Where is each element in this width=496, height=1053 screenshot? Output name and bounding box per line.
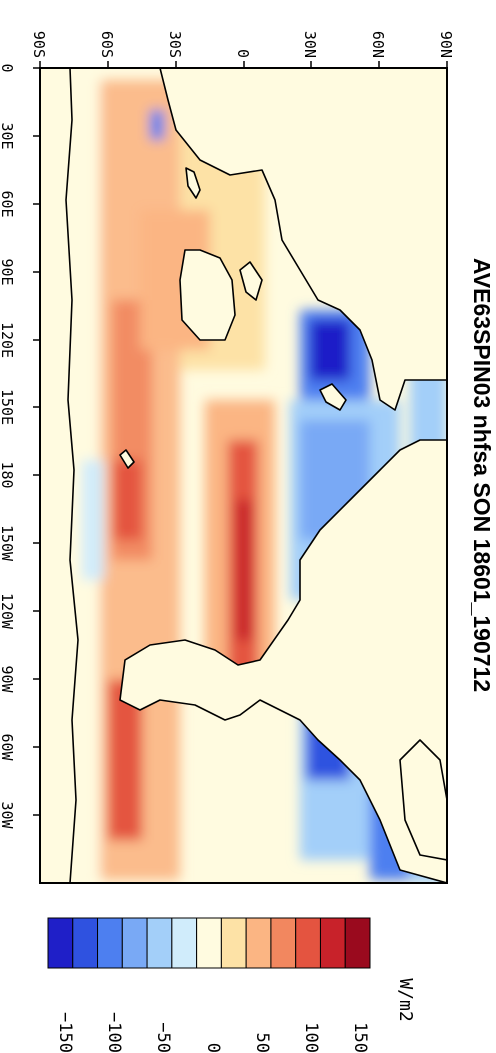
land <box>40 68 447 883</box>
lon-label: 180 <box>0 461 16 488</box>
japan <box>319 383 347 411</box>
colorbar-swatch <box>270 917 297 969</box>
colorbar-label: 100 <box>301 1022 321 1053</box>
africa-eurasia <box>159 68 447 411</box>
colorbar <box>47 917 371 969</box>
colorbar-swatch <box>121 917 148 969</box>
colorbar-label: −150 <box>55 1012 75 1053</box>
colorbar-swatch <box>97 917 123 969</box>
lon-label: 30E <box>0 122 16 149</box>
colorbar-label: −100 <box>104 1012 124 1053</box>
lon-label: 60E <box>0 190 16 217</box>
lat-label: 0 <box>234 49 252 58</box>
cool-south-africa-eddy <box>150 110 164 140</box>
colorbar-swatch <box>72 917 99 969</box>
longitude-labels: 0 30E 60E 90E 120E 150E 180 150W 120W 90… <box>0 63 16 829</box>
colorbar-label: 0 <box>203 1043 223 1053</box>
colorbar-labels: −150 −100 −50 0 50 100 150 <box>55 1012 370 1053</box>
colorbar-swatch <box>344 917 371 969</box>
new-zealand <box>119 449 135 469</box>
tick-marks <box>33 61 448 816</box>
colorbar-label: 150 <box>350 1022 370 1053</box>
lon-label: 120W <box>0 593 16 630</box>
colorbar-label: −50 <box>153 1022 173 1053</box>
lon-label: 90W <box>0 665 16 693</box>
colorbar-swatch <box>245 917 272 969</box>
colorbar-label: 50 <box>252 1033 272 1053</box>
americas <box>119 439 447 883</box>
lat-label: 90N <box>437 31 455 58</box>
colorbar-swatch <box>319 917 346 969</box>
australia <box>179 249 236 341</box>
lon-label: 90E <box>0 258 16 285</box>
lat-label: 30N <box>301 31 319 58</box>
lon-label: 0 <box>0 63 16 72</box>
latitude-labels: 90S 60S 30S 0 30N 60N 90N <box>30 31 455 58</box>
colorbar-swatch <box>295 917 321 969</box>
greenland <box>399 739 447 861</box>
colorbar-swatch <box>146 917 173 969</box>
lon-label: 30W <box>0 801 16 829</box>
colorbar-swatch <box>220 917 247 969</box>
colorbar-swatch <box>171 917 198 969</box>
lat-label: 90S <box>30 31 48 58</box>
pale-blue-southern <box>82 460 104 580</box>
warm-core-cold-tongue-max <box>236 500 252 640</box>
cool-kuroshio-core <box>310 320 350 380</box>
lat-label: 30S <box>166 31 184 58</box>
units-label: W/m2 <box>395 978 416 1021</box>
indonesia <box>239 261 263 301</box>
lat-label: 60N <box>369 31 387 58</box>
lon-label: 60W <box>0 733 16 761</box>
map-panel <box>40 68 447 883</box>
colorbar-swatch <box>196 917 222 969</box>
lon-label: 150W <box>0 525 16 562</box>
colorbar-swatch <box>47 917 74 969</box>
lon-label: 120E <box>0 322 16 358</box>
lat-label: 60S <box>98 31 116 58</box>
warm-core-south-pacific <box>112 460 142 540</box>
lon-label: 150E <box>0 389 16 425</box>
plot-title: AVE63SPIN03 nhfsa SON 18601_190712 <box>469 258 495 692</box>
antarctica <box>40 68 79 883</box>
madagascar <box>185 167 201 199</box>
